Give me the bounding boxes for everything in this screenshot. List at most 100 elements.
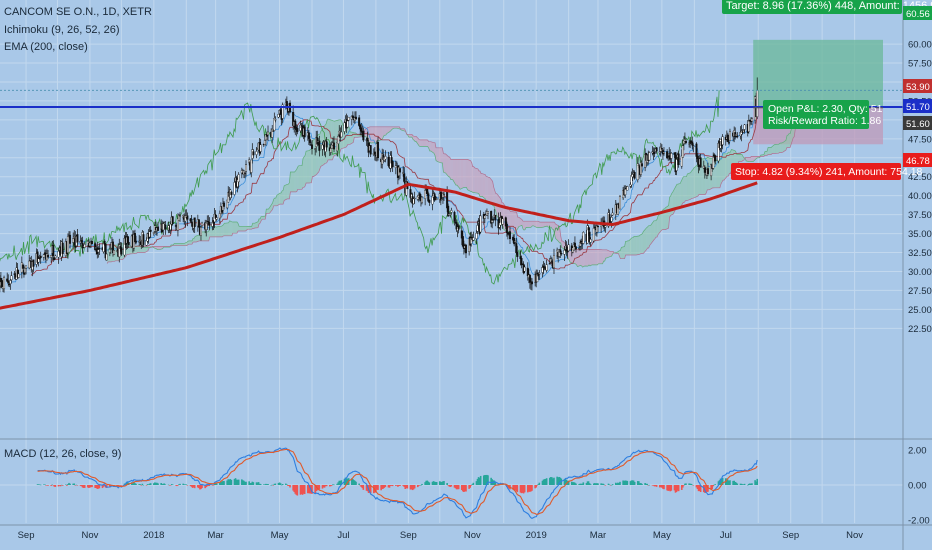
cloud-segment — [486, 176, 488, 201]
macd-histogram-bar — [369, 485, 372, 494]
macd-histogram-bar — [726, 478, 728, 485]
candle-body — [563, 250, 566, 255]
ema-200-layer — [0, 181, 758, 310]
macd-histogram-bar — [193, 485, 196, 489]
macd-histogram-bar — [311, 485, 313, 494]
macd-histogram-bar — [155, 482, 157, 485]
cloud-segment — [489, 177, 493, 206]
cloud-segment — [237, 221, 239, 234]
cloud-segment — [639, 234, 641, 255]
macd-histogram-bar — [336, 483, 338, 485]
pnl-badge[interactable] — [763, 100, 869, 129]
macd-histogram-bar — [39, 484, 42, 486]
macd-legend[interactable]: MACD (12, 26, close, 9) — [4, 448, 121, 460]
cloud-segment — [480, 170, 482, 197]
candlestick-series — [0, 77, 759, 293]
macd-histogram-bar — [675, 485, 678, 493]
macd-histogram-bar — [300, 485, 303, 495]
target-badge[interactable] — [722, 0, 902, 14]
candle-body — [29, 258, 32, 261]
macd-histogram-bar — [233, 478, 236, 485]
candle-body — [223, 202, 226, 207]
macd-histogram-bar — [676, 485, 679, 491]
candle-body — [578, 247, 581, 250]
cloud-segment — [648, 225, 650, 249]
macd-histogram-bar — [521, 485, 524, 493]
cloud-segment — [575, 249, 577, 265]
cloud-segment — [295, 169, 297, 192]
macd-histogram-bar — [199, 485, 201, 490]
price-tick-label: 25.00 — [908, 305, 932, 316]
cloud-segment — [737, 154, 739, 166]
kijun-line — [30, 114, 758, 276]
candle-body — [39, 255, 42, 259]
macd-histogram-bar — [337, 482, 340, 485]
macd-histogram-bar — [581, 483, 584, 485]
macd-histogram-bar — [288, 485, 290, 487]
candle-body — [520, 258, 523, 266]
candle-body — [274, 119, 277, 121]
candle-body — [333, 142, 336, 150]
macd-histogram-bar — [208, 485, 211, 487]
cloud-segment — [240, 226, 244, 231]
candle-body — [171, 216, 174, 224]
cloud-segment — [603, 249, 605, 262]
cloud-segment — [773, 144, 775, 154]
cloud-segment — [635, 236, 637, 255]
macd-histogram-bar — [580, 483, 583, 485]
candle-body — [582, 232, 585, 244]
macd-histogram-bar — [95, 485, 98, 489]
macd-histogram-bar — [376, 485, 378, 490]
pnl-label-2: Risk/Reward Ratio: 1.86 — [768, 115, 881, 127]
cloud-segment — [207, 231, 209, 241]
macd-histogram-bar — [688, 483, 690, 485]
macd-histogram-bar — [431, 481, 434, 485]
macd-histogram-bar — [211, 485, 214, 486]
macd-histogram-bar — [88, 485, 90, 488]
stop-badge[interactable] — [731, 163, 901, 180]
candle-body — [653, 152, 656, 154]
macd-histogram-bar — [279, 483, 282, 485]
macd-histogram-bar — [72, 483, 74, 485]
macd-histogram-bar — [299, 485, 302, 495]
candle-body — [252, 151, 255, 156]
candle-body — [472, 237, 475, 241]
cloud-segment — [206, 231, 208, 241]
macd-histogram-bar — [168, 485, 171, 486]
macd-histogram-bar — [417, 485, 419, 488]
macd-histogram-bar — [740, 483, 743, 485]
cloud-segment — [238, 223, 240, 231]
ema-legend[interactable]: EMA (200, close) — [4, 41, 88, 53]
cloud-segment — [577, 249, 581, 267]
macd-histogram-bar — [404, 485, 407, 489]
candle-body — [626, 186, 629, 191]
cloud-segment — [537, 221, 539, 228]
candle-body — [712, 155, 715, 169]
macd-histogram-bar — [732, 480, 734, 485]
macd-histogram-bar — [624, 480, 627, 485]
ichimoku-legend[interactable]: Ichimoku (9, 26, 52, 26) — [4, 24, 120, 36]
macd-histogram-bar — [235, 479, 238, 485]
macd-histogram-bar — [727, 479, 729, 485]
macd-histogram-bar — [684, 483, 686, 485]
cloud-segment — [288, 182, 290, 199]
macd-histogram-bar — [455, 485, 458, 490]
symbol-title[interactable]: CANCOM SE O.N., 1D, XETR — [4, 6, 152, 18]
time-tick-label: Nov — [464, 530, 481, 541]
target-zone[interactable] — [753, 39, 883, 108]
candle-body — [250, 159, 253, 173]
candle-body — [514, 240, 517, 243]
entry-price-tag — [903, 116, 932, 130]
macd-histogram-bar — [441, 481, 443, 485]
macd-histogram-bar — [465, 485, 467, 492]
candle-body — [347, 116, 350, 121]
candle-body — [427, 193, 430, 202]
cloud-segment — [473, 166, 475, 193]
candle-body — [233, 182, 236, 195]
macd-histogram-bar — [589, 484, 592, 485]
macd-histogram-bar — [682, 485, 684, 488]
cloud-segment — [729, 152, 731, 174]
candle-body — [0, 280, 3, 288]
macd-histogram-bar — [706, 485, 708, 492]
